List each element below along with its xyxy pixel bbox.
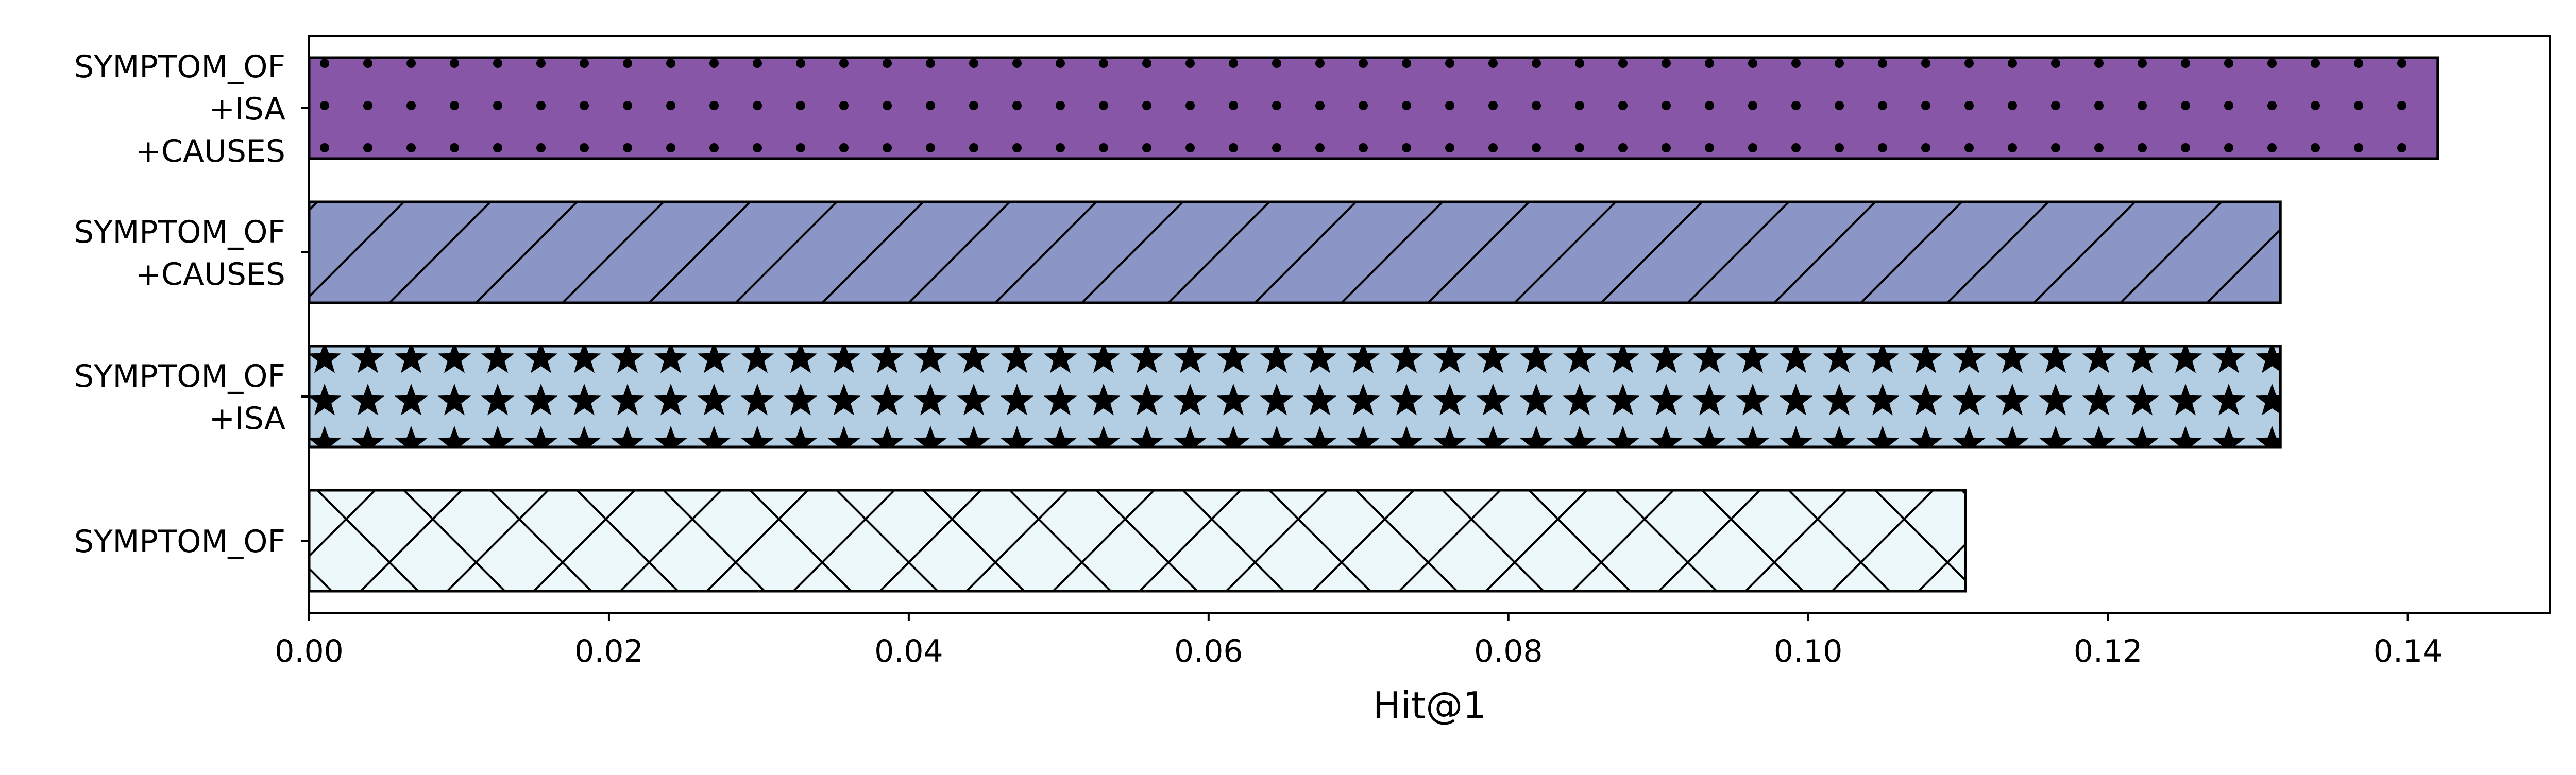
bar-2 [308,200,2282,304]
x-tick-label: 0.04 [874,633,943,669]
y-tick-label: SYMPTOM_OF [74,49,285,85]
x-tick-label: 0.06 [1174,633,1243,669]
y-tick-label: SYMPTOM_OF [74,524,285,560]
y-tick-label: SYMPTOM_OF [74,358,285,394]
plot-frame [308,35,2551,614]
x-tick-label: 0.10 [1774,633,1843,669]
x-tick-label: 0.00 [275,633,344,669]
x-tick-label: 0.02 [574,633,643,669]
bars-layer [308,56,2439,593]
x-tick-label: 0.14 [2374,633,2443,669]
y-tick-label: +ISA [209,91,285,127]
x-tick-label: 0.12 [2074,633,2143,669]
ticks-layer: SYMPTOM_OF +ISA +CAUSES SYMPTOM_OF +CAUSES SY… [74,49,2442,669]
bar-3 [308,345,2282,449]
bar-4 [308,489,1967,593]
y-tick-label: +CAUSES [135,133,285,169]
y-tick-label: +ISA [209,401,285,437]
y-tick-label: +CAUSES [135,256,285,292]
y-tick-label: SYMPTOM_OF [74,214,285,250]
x-tick-label: 0.08 [1474,633,1543,669]
bar-1 [308,56,2439,160]
x-axis-label: Hit@1 [1373,684,1486,727]
